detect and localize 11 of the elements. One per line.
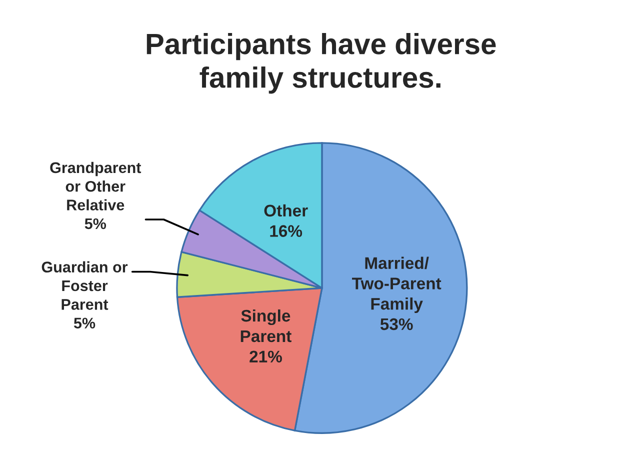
- slice-label: Married/ Two-Parent Family: [352, 256, 442, 314]
- data-label: 5%: [84, 218, 106, 230]
- data-label: 5%: [74, 318, 96, 329]
- data-label: 16%: [270, 225, 302, 237]
- data-label: 21%: [250, 350, 282, 362]
- chart-title: Participants have diverse family structures.: [146, 32, 496, 94]
- slice-label: Other: [264, 204, 308, 217]
- data-label: 53%: [380, 318, 413, 330]
- slice-label: Single Parent: [240, 309, 292, 342]
- slice-label: Grandparent or Other Relative: [50, 162, 142, 210]
- slice-label: Guardian or Foster Parent: [42, 261, 128, 310]
